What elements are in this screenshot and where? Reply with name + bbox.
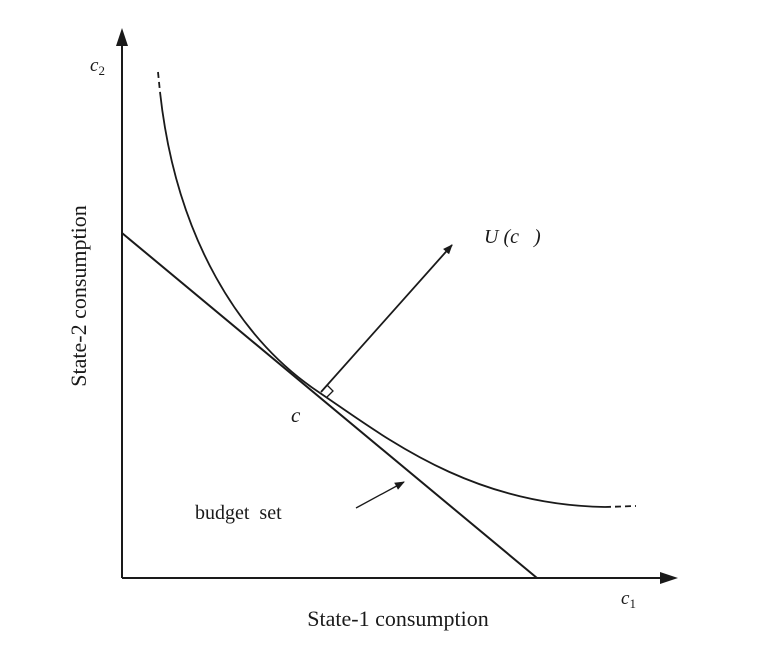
indifference-curve xyxy=(159,91,606,508)
y-axis-symbol: c2 xyxy=(90,55,105,78)
gradient-arrow xyxy=(320,244,453,393)
indifference-curve-dash-right xyxy=(604,505,637,508)
budget-set-label: budget set xyxy=(195,502,282,524)
x-axis-arrowhead xyxy=(660,572,678,584)
budget-annotation-arrow xyxy=(355,481,405,509)
right-angle-marker xyxy=(326,384,334,398)
point-label: c xyxy=(291,403,301,427)
y-axis-arrowhead xyxy=(116,28,128,46)
x-axis-symbol: c1 xyxy=(621,588,636,611)
gradient-label: U (c ) xyxy=(484,226,541,248)
x-axis-label: State-1 consumption xyxy=(307,606,488,631)
budget-line xyxy=(121,232,538,579)
indifference-curve-dash-top xyxy=(157,71,161,93)
y-axis-label: State-2 consumption xyxy=(66,205,91,386)
